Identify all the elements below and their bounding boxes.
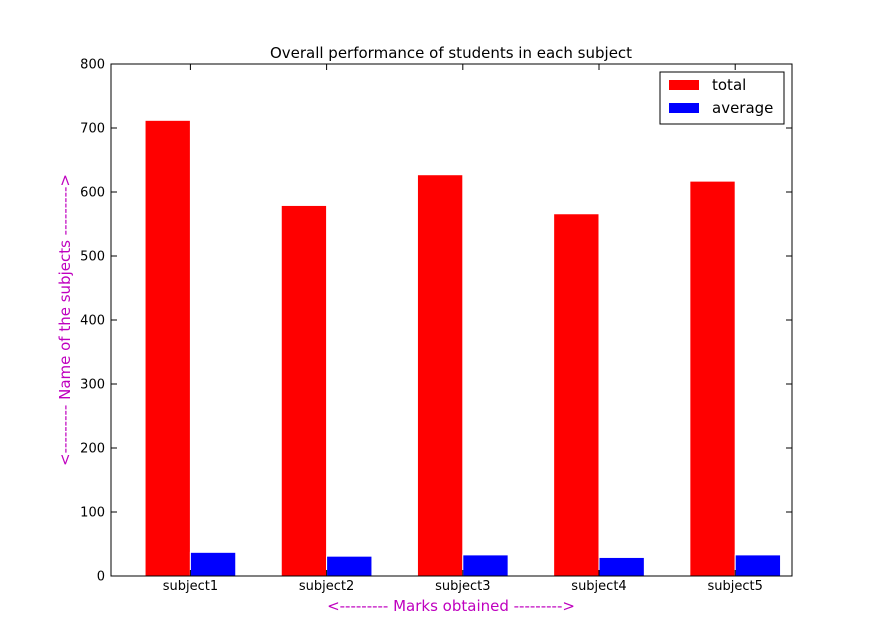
y-tick-label: 100: [80, 506, 105, 521]
bar-total-subject5: [689, 180, 736, 577]
ticks-layer: 0 100 200 300 400 500 600 700 800 subject1 subject…: [80, 58, 792, 594]
x-axis-label: <--------- Marks obtained --------->: [327, 597, 575, 615]
y-tick-label: 400: [80, 314, 105, 329]
legend-swatch-total: [669, 80, 699, 90]
bar-total-subject1: [144, 119, 191, 577]
y-tick-label: 0: [97, 570, 105, 585]
plot-frame: [110, 63, 793, 577]
bar-average-subject2: [326, 555, 373, 577]
legend: total average: [659, 71, 785, 125]
bars-layer: [144, 119, 782, 577]
x-tick-label: subject4: [571, 579, 626, 594]
y-tick-label: 500: [80, 250, 105, 265]
bar-total-subject3: [416, 174, 464, 577]
bar-average-subject1: [189, 551, 237, 577]
y-axis-label: <--------- Name of the subjects --------…: [56, 174, 74, 466]
x-tick-label: subject5: [708, 579, 763, 594]
y-tick-label: 700: [80, 122, 105, 137]
bar-total-subject2: [280, 204, 328, 577]
chart-title: Overall performance of students in each …: [270, 44, 632, 62]
x-tick-label: subject1: [163, 579, 218, 594]
legend-swatch-average: [669, 103, 699, 113]
x-tick-label: subject2: [299, 579, 354, 594]
bar-total-subject4: [553, 213, 600, 577]
bar-average-subject4: [598, 556, 645, 577]
legend-label-total: total: [712, 76, 746, 94]
x-tick-label: subject3: [435, 579, 490, 594]
y-tick-label: 600: [80, 186, 105, 201]
legend-label-average: average: [712, 99, 773, 117]
bar-average-subject5: [734, 554, 782, 577]
y-tick-label: 800: [80, 58, 105, 73]
y-tick-label: 200: [80, 442, 105, 457]
bar-average-subject3: [462, 554, 509, 577]
y-tick-label: 300: [80, 378, 105, 393]
